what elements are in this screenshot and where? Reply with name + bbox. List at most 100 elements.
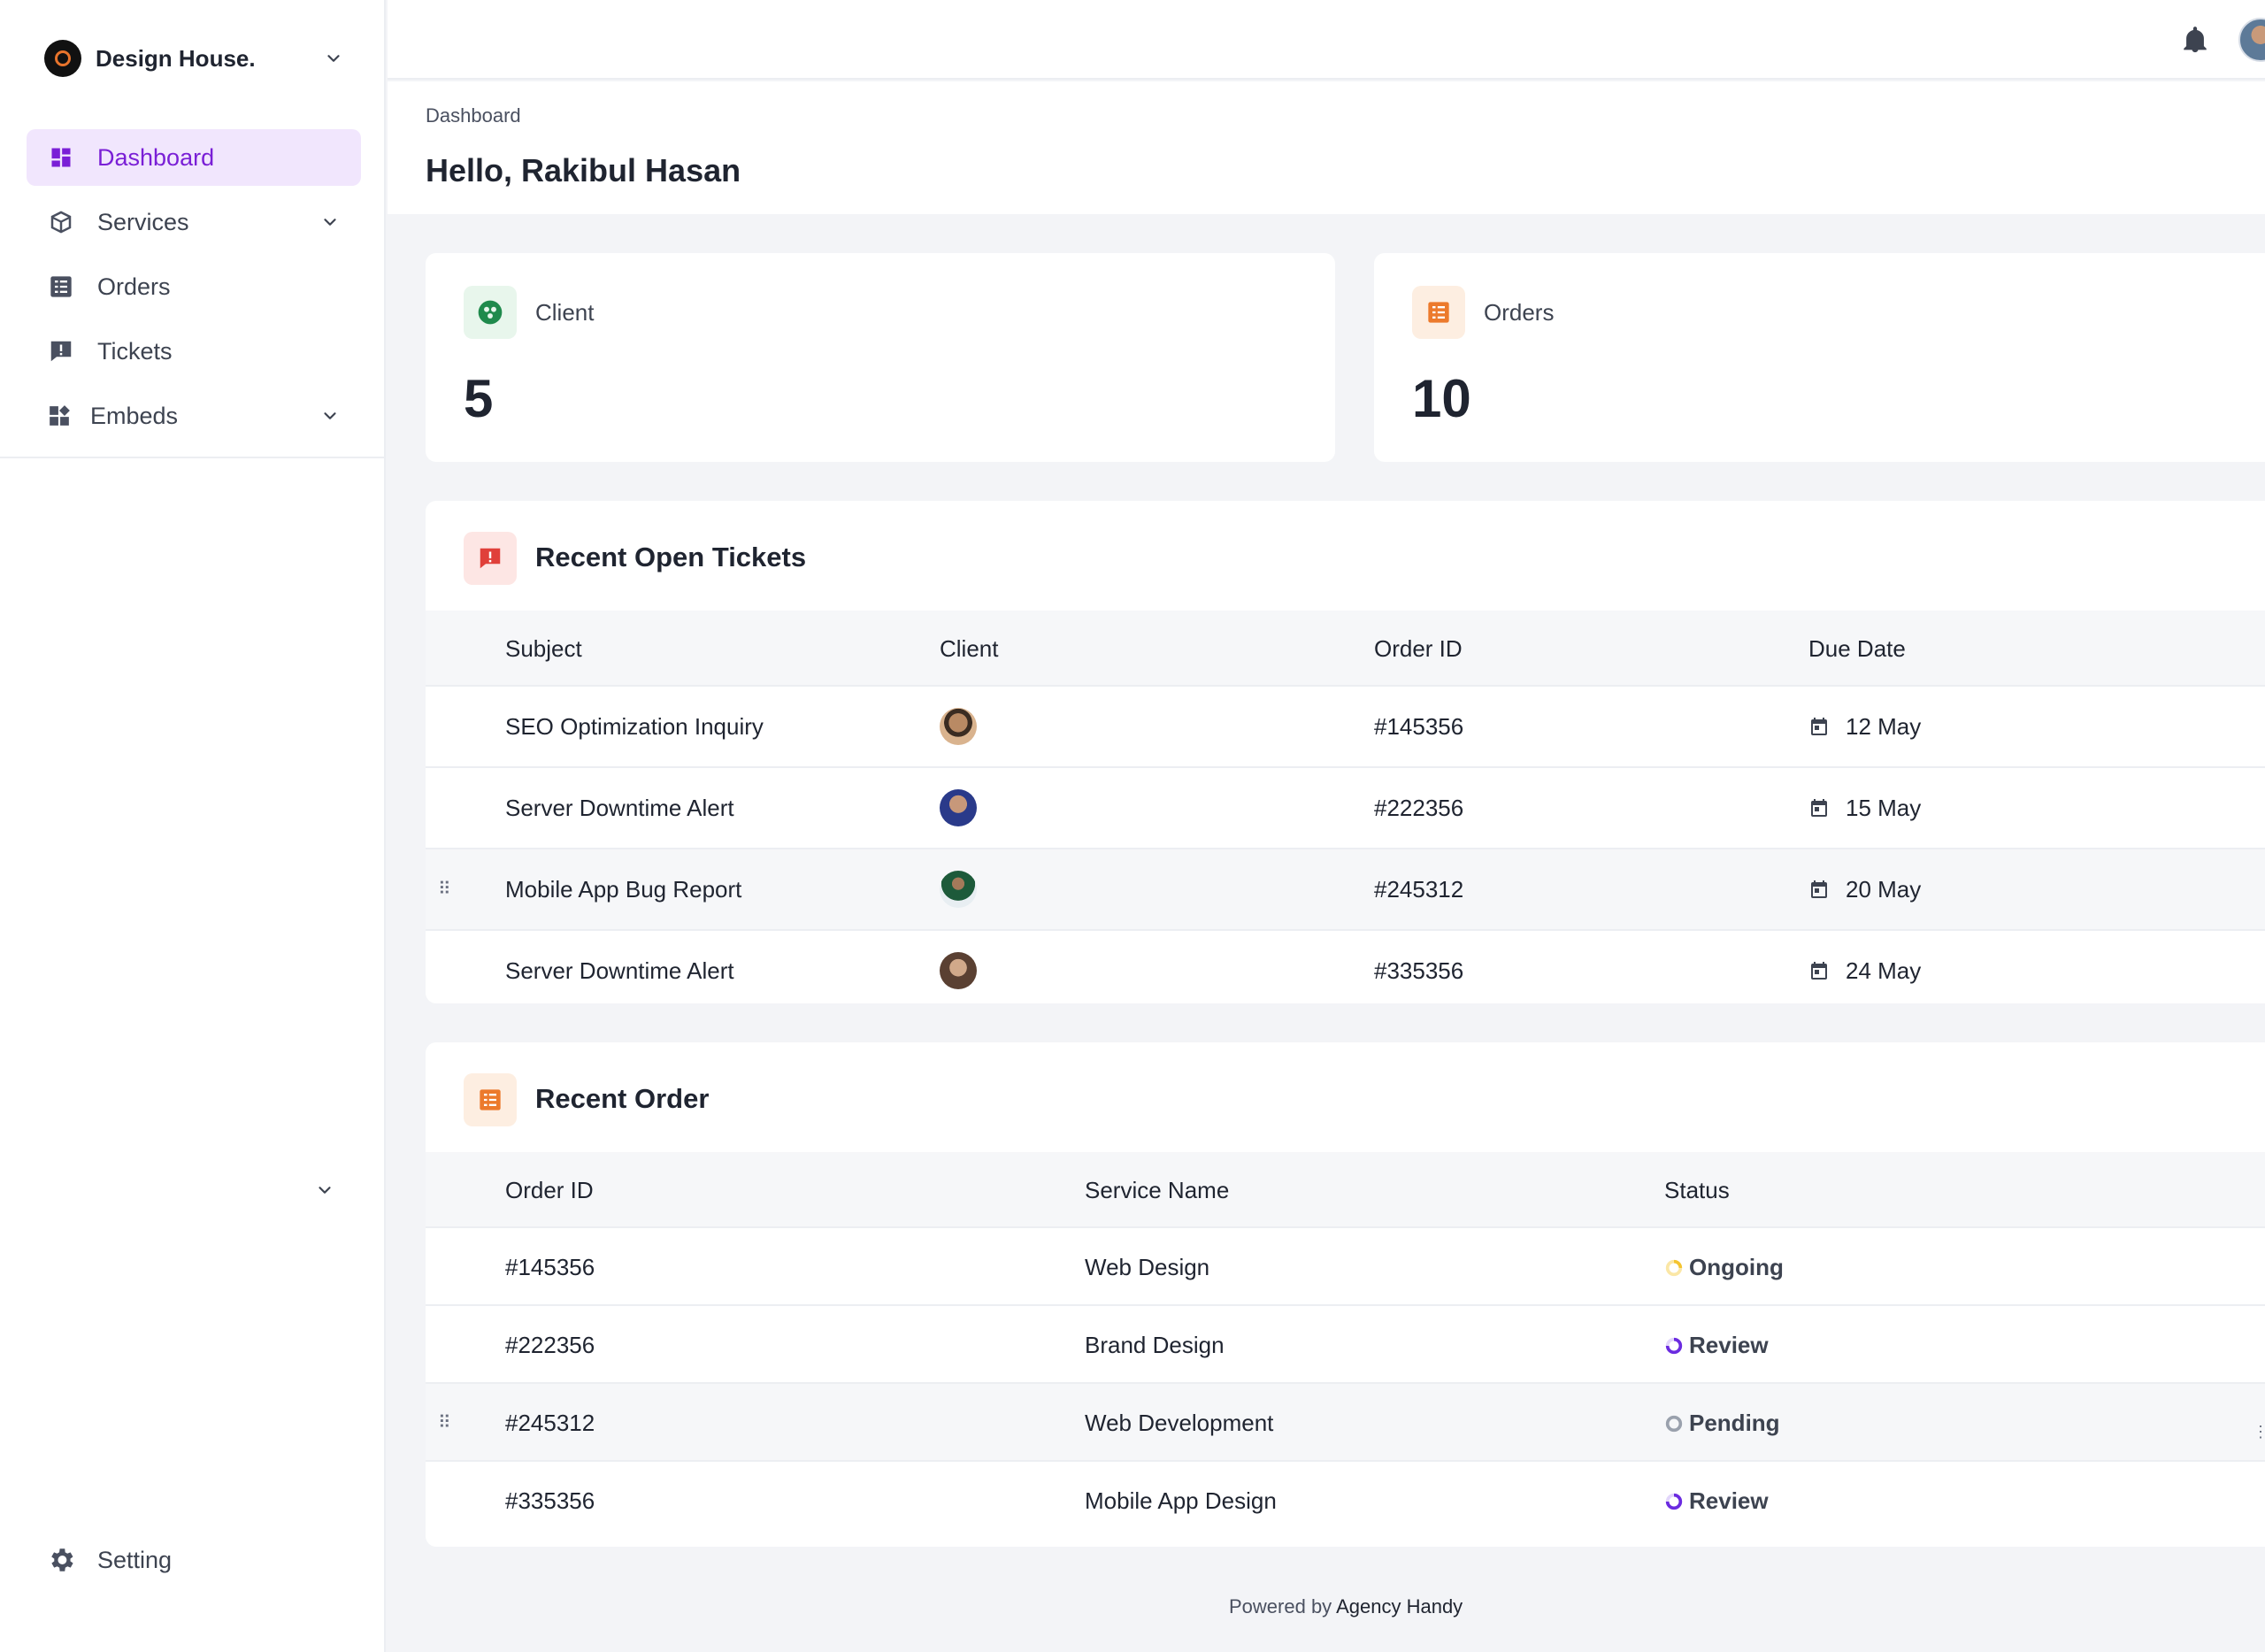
column-header[interactable]: Status xyxy=(1664,1177,1730,1203)
calendar-icon xyxy=(1811,799,1827,817)
footer: Powered by Agency Handy xyxy=(1229,1595,1463,1618)
sidebar-item-tickets[interactable]: Tickets xyxy=(27,323,361,380)
workspace-switcher[interactable]: Design House. xyxy=(44,39,345,78)
top-bar xyxy=(388,0,2265,80)
due-date: 12 May xyxy=(1808,713,1921,741)
order-id: #245312 xyxy=(1374,876,1464,903)
pending-status-icon xyxy=(1665,1415,1683,1433)
order-id[interactable]: #335356 xyxy=(505,1487,595,1514)
sidebar-item-embeds[interactable]: Embeds xyxy=(27,388,361,444)
ticket-subject[interactable]: Server Downtime Alert xyxy=(505,957,734,984)
service-name: Brand Design xyxy=(1085,1332,1225,1358)
calendar-icon xyxy=(1811,718,1827,735)
orders-icon xyxy=(1412,286,1465,339)
stat-label: Client xyxy=(535,299,595,326)
sidebar-item-label: Orders xyxy=(97,273,171,300)
stat-card-client: Client 5 xyxy=(426,253,1335,462)
column-header[interactable]: Service Name xyxy=(1085,1177,1230,1203)
page-header: Dashboard Hello, Rakibul Hasan xyxy=(388,81,2265,214)
brand-name: Design House. xyxy=(96,44,256,72)
ongoing-status-icon xyxy=(1665,1259,1683,1277)
drag-handle-icon[interactable]: ⠿ xyxy=(438,1413,451,1433)
due-date-text: 15 May xyxy=(1846,795,1922,821)
section-title: Recent Open Tickets xyxy=(535,542,807,572)
bell-icon[interactable] xyxy=(2180,25,2210,55)
review-status-icon xyxy=(1665,1493,1683,1510)
avatar xyxy=(940,952,977,989)
status-badge: Review xyxy=(1664,1487,1769,1515)
table-row[interactable]: ⠿ Mobile App Bug Report #245312 20 May xyxy=(426,849,2265,931)
table-row[interactable]: #335356 Mobile App Design Review xyxy=(426,1462,2265,1547)
review-status-icon xyxy=(1665,1337,1683,1355)
column-header[interactable]: Due Date xyxy=(1808,635,1906,662)
status-badge: Review xyxy=(1664,1332,1769,1359)
table-row[interactable]: SEO Optimization Inquiry #145356 12 May xyxy=(426,687,2265,768)
column-header[interactable]: Subject xyxy=(505,635,582,662)
service-name: Mobile App Design xyxy=(1085,1487,1277,1514)
recent-orders-panel: Recent Order Order ID Service Name Statu… xyxy=(426,1042,2265,1547)
ticket-icon xyxy=(48,338,74,365)
breadcrumb[interactable]: Dashboard xyxy=(426,104,521,127)
order-id[interactable]: #222356 xyxy=(505,1332,595,1358)
sidebar-item-label: Tickets xyxy=(97,337,173,365)
due-date: 24 May xyxy=(1808,957,1921,985)
more-options-icon[interactable]: ⋮ xyxy=(2253,1423,2265,1441)
order-id: #335356 xyxy=(1374,957,1464,984)
table-row[interactable]: ⠿ #245312 Web Development Pending xyxy=(426,1384,2265,1462)
stat-value: 5 xyxy=(464,369,494,428)
service-name: Web Design xyxy=(1085,1254,1210,1280)
orders-icon xyxy=(464,1073,517,1126)
order-id: #145356 xyxy=(1374,713,1464,740)
stat-value: 10 xyxy=(1412,369,1471,428)
sidebar-item-services[interactable]: Services xyxy=(27,194,361,250)
column-header[interactable]: Client xyxy=(940,635,999,662)
sidebar-divider xyxy=(0,457,386,458)
status-badge: Pending xyxy=(1664,1410,1780,1437)
chevron-down-icon xyxy=(319,211,342,234)
sidebar-item-dashboard[interactable]: Dashboard xyxy=(27,129,361,186)
drag-handle-icon[interactable]: ⠿ xyxy=(438,880,451,899)
sidebar-item-setting[interactable]: Setting xyxy=(46,1545,172,1575)
order-id: #222356 xyxy=(1374,795,1464,821)
order-id[interactable]: #145356 xyxy=(505,1254,595,1280)
due-date-text: 24 May xyxy=(1846,957,1922,984)
ticket-alert-icon xyxy=(464,532,517,585)
status-text: Review xyxy=(1689,1487,1769,1514)
status-badge: Ongoing xyxy=(1664,1254,1784,1281)
sidebar-nav: Dashboard Services Orders Tickets xyxy=(27,129,361,452)
table-row[interactable]: #145356 Web Design Ongoing xyxy=(426,1228,2265,1306)
stat-label: Orders xyxy=(1484,299,1555,326)
list-icon xyxy=(48,273,74,300)
sidebar-item-orders[interactable]: Orders xyxy=(27,258,361,315)
calendar-icon xyxy=(1811,880,1827,898)
ticket-subject[interactable]: Mobile App Bug Report xyxy=(505,876,742,903)
chevron-down-icon xyxy=(319,404,342,427)
brand-logo xyxy=(44,40,81,77)
table-row[interactable]: Server Downtime Alert #335356 24 May xyxy=(426,931,2265,1003)
sidebar: Design House. Dashboard Services Orders xyxy=(0,0,386,1652)
due-date: 20 May xyxy=(1808,876,1921,903)
embeds-icon xyxy=(46,403,73,429)
dashboard-icon xyxy=(48,144,74,171)
status-text: Pending xyxy=(1689,1410,1780,1436)
chevron-down-icon xyxy=(322,47,345,70)
footer-brand-link[interactable]: Agency Handy xyxy=(1336,1595,1463,1617)
chevron-down-icon[interactable] xyxy=(313,1179,336,1202)
table-row[interactable]: Server Downtime Alert #222356 15 May xyxy=(426,768,2265,849)
recent-tickets-panel: Recent Open Tickets Subject Client Order… xyxy=(426,501,2265,1003)
status-text: Review xyxy=(1689,1332,1769,1358)
ticket-subject[interactable]: Server Downtime Alert xyxy=(505,795,734,821)
column-header[interactable]: Order ID xyxy=(1374,635,1463,662)
sidebar-item-label: Dashboard xyxy=(97,143,215,171)
order-id[interactable]: #245312 xyxy=(505,1410,595,1436)
orders-table-header: Order ID Service Name Status xyxy=(426,1152,2265,1228)
avatar xyxy=(940,871,977,908)
client-icon xyxy=(464,286,517,339)
due-date-text: 12 May xyxy=(1846,713,1922,740)
tickets-table-header: Subject Client Order ID Due Date xyxy=(426,611,2265,687)
section-title: Recent Order xyxy=(535,1083,710,1114)
column-header[interactable]: Order ID xyxy=(505,1177,594,1203)
stat-card-orders: Orders 10 xyxy=(1374,253,2265,462)
ticket-subject[interactable]: SEO Optimization Inquiry xyxy=(505,713,764,740)
table-row[interactable]: #222356 Brand Design Review xyxy=(426,1306,2265,1384)
